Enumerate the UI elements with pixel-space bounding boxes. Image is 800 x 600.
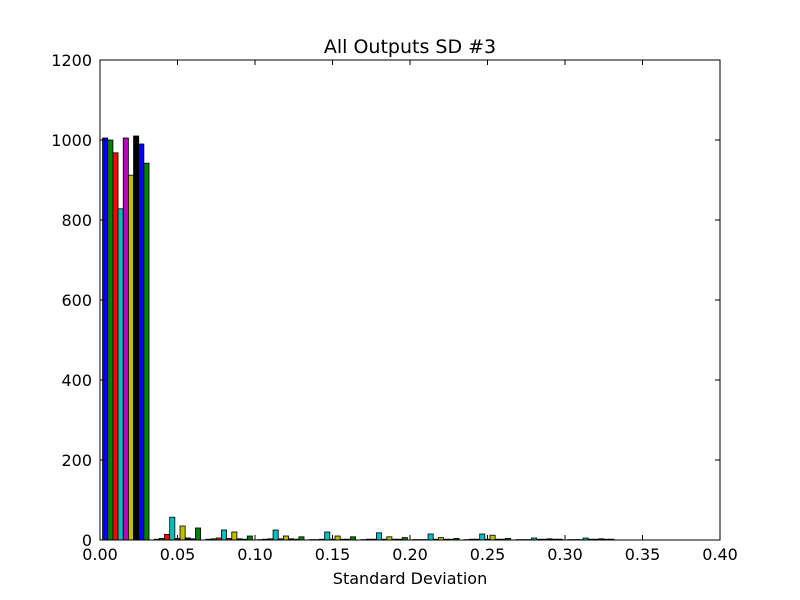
bar-series-3-bin-2	[221, 529, 228, 541]
bar-series-3-bin-0	[117, 208, 124, 541]
x-axis-label: Standard Deviation	[333, 569, 487, 588]
x-axis-ticks: 0.00 0.05 0.10 0.15 0.20 0.25 0.30 0.35 0.40	[82, 60, 738, 564]
bar-series-3-bin-1	[169, 516, 176, 541]
x-tick-label: 0.35	[625, 545, 661, 564]
y-tick-label: 200	[61, 451, 92, 470]
bar-series-1-bin-0	[107, 139, 114, 541]
bar-series-7-bin-0	[138, 143, 145, 541]
bar-series-5-bin-7	[489, 534, 496, 541]
y-tick-label: 600	[61, 291, 92, 310]
bar-series-8-bin-0	[143, 162, 150, 541]
bar-series-8-bin-1	[195, 527, 202, 541]
y-tick-label: 1000	[51, 131, 92, 150]
bar-series-6-bin-0	[133, 135, 140, 541]
x-tick-label: 0.15	[315, 545, 351, 564]
bar-series-5-bin-3	[282, 535, 289, 541]
bar-series-3-bin-7	[479, 533, 486, 541]
bar-series-5-bin-0	[127, 174, 134, 541]
x-tick-label: 0.40	[702, 545, 738, 564]
bar-series-2-bin-1	[164, 534, 171, 541]
x-tick-label: 0.20	[392, 545, 428, 564]
bar-series-5-bin-4	[334, 535, 341, 541]
plot-frame	[99, 59, 721, 541]
bar-series-8-bin-2	[246, 535, 253, 541]
bar-series-3-bin-4	[324, 531, 331, 541]
y-tick-label: 400	[61, 371, 92, 390]
y-axis-ticks: 0 200 400 600 800 1000 1200	[51, 51, 720, 550]
y-tick-label: 1200	[51, 51, 92, 70]
x-tick-label: 0.25	[470, 545, 506, 564]
x-tick-label: 0.05	[160, 545, 196, 564]
bar-series-3-bin-6	[427, 533, 434, 541]
bar-series-3-bin-5	[376, 532, 383, 541]
bar-series-0-bin-0	[102, 137, 109, 541]
y-tick-label: 0	[82, 531, 92, 550]
chart-title: All Outputs SD #3	[324, 36, 496, 58]
bar-series-5-bin-1	[179, 525, 186, 541]
bar-series-2-bin-0	[112, 152, 119, 541]
bar-series-4-bin-0	[122, 137, 129, 541]
y-tick-label: 800	[61, 211, 92, 230]
x-tick-label: 0.00	[82, 545, 118, 564]
bar-series-5-bin-2	[231, 531, 238, 541]
bars-group	[102, 135, 615, 541]
x-tick-label: 0.10	[237, 545, 273, 564]
x-tick-label: 0.30	[547, 545, 583, 564]
bar-series-3-bin-3	[272, 529, 279, 541]
